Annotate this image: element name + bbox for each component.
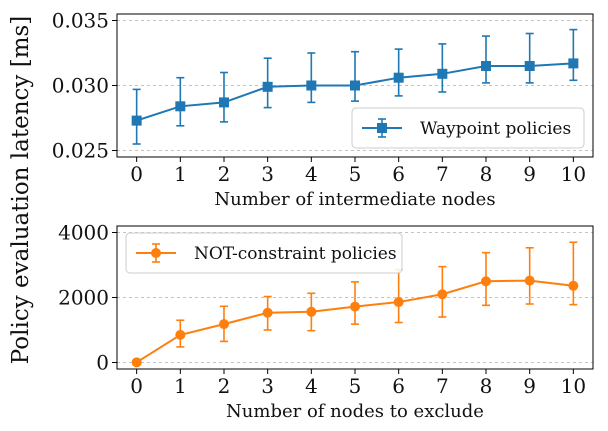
top-panel-waypoint: 0.025 0.030 0.035 0 1 2 3 4 5 6 7 8 9 10 Waypoint poli… bbox=[52, 9, 594, 186]
x-tick-label: 4 bbox=[305, 162, 318, 186]
legend-marker bbox=[377, 123, 387, 133]
data-point bbox=[218, 319, 229, 330]
x-tick-label: 0 bbox=[130, 374, 143, 398]
legend-box bbox=[125, 232, 403, 274]
x-tick-label: 7 bbox=[436, 374, 449, 398]
data-point bbox=[568, 280, 579, 291]
x-tick-label: 8 bbox=[480, 374, 493, 398]
data-point bbox=[131, 115, 142, 126]
data-point bbox=[262, 81, 273, 92]
y-tick-label: 0.025 bbox=[52, 139, 109, 163]
x-tick-label: 10 bbox=[561, 374, 586, 398]
data-point bbox=[393, 297, 404, 308]
legend-label: NOT-constraint policies bbox=[194, 244, 397, 264]
x-tick-label: 5 bbox=[349, 162, 362, 186]
y-tick-label: 4000 bbox=[58, 221, 109, 245]
data-point bbox=[481, 61, 492, 71]
y-tick-label: 0.030 bbox=[52, 74, 109, 98]
y-tick-label: 0 bbox=[96, 351, 109, 375]
x-tick-label: 8 bbox=[480, 162, 493, 186]
x-tick-label: 6 bbox=[392, 162, 405, 186]
x-tick-label: 10 bbox=[561, 162, 586, 186]
legend-marker bbox=[151, 248, 161, 258]
data-point bbox=[568, 58, 579, 69]
data-point bbox=[524, 275, 535, 286]
data-point bbox=[437, 289, 448, 300]
data-point bbox=[175, 329, 186, 340]
x-tick-label: 1 bbox=[174, 374, 187, 398]
data-point bbox=[175, 101, 186, 112]
data-point bbox=[350, 301, 360, 312]
x-tick-label: 9 bbox=[523, 374, 536, 398]
data-point bbox=[350, 80, 360, 91]
bottom-panel-not-constraint: 0 2000 4000 0 1 2 3 4 5 6 7 8 9 10 NOT-constraint poli… bbox=[58, 221, 594, 398]
data-point bbox=[393, 72, 404, 83]
y-tick-label: 2000 bbox=[58, 286, 109, 310]
x-tick-label: 5 bbox=[349, 374, 362, 398]
x-tick-label: 1 bbox=[174, 162, 187, 186]
data-point bbox=[306, 306, 317, 317]
data-point bbox=[306, 80, 317, 91]
x-tick-label: 9 bbox=[523, 162, 536, 186]
data-point bbox=[437, 68, 448, 79]
top-x-axis-label: Number of intermediate nodes bbox=[214, 189, 495, 210]
y-tick-label: 0.035 bbox=[52, 9, 109, 33]
x-tick-label: 0 bbox=[130, 162, 143, 186]
legend-box bbox=[351, 107, 585, 149]
x-tick-label: 3 bbox=[261, 162, 274, 186]
bottom-x-axis-label: Number of nodes to exclude bbox=[226, 401, 484, 422]
x-tick-label: 7 bbox=[436, 162, 449, 186]
data-point bbox=[218, 97, 229, 108]
x-tick-label: 2 bbox=[218, 374, 231, 398]
x-tick-label: 6 bbox=[392, 374, 405, 398]
x-tick-label: 4 bbox=[305, 374, 318, 398]
data-point bbox=[524, 61, 535, 71]
x-tick-label: 2 bbox=[218, 162, 231, 186]
data-point bbox=[262, 307, 273, 318]
shared-y-axis-label: Policy evaluation latency [ms] bbox=[8, 16, 34, 365]
data-point bbox=[481, 276, 492, 287]
x-tick-label: 3 bbox=[261, 374, 274, 398]
data-point bbox=[131, 357, 142, 368]
legend-label: Waypoint policies bbox=[420, 119, 571, 139]
